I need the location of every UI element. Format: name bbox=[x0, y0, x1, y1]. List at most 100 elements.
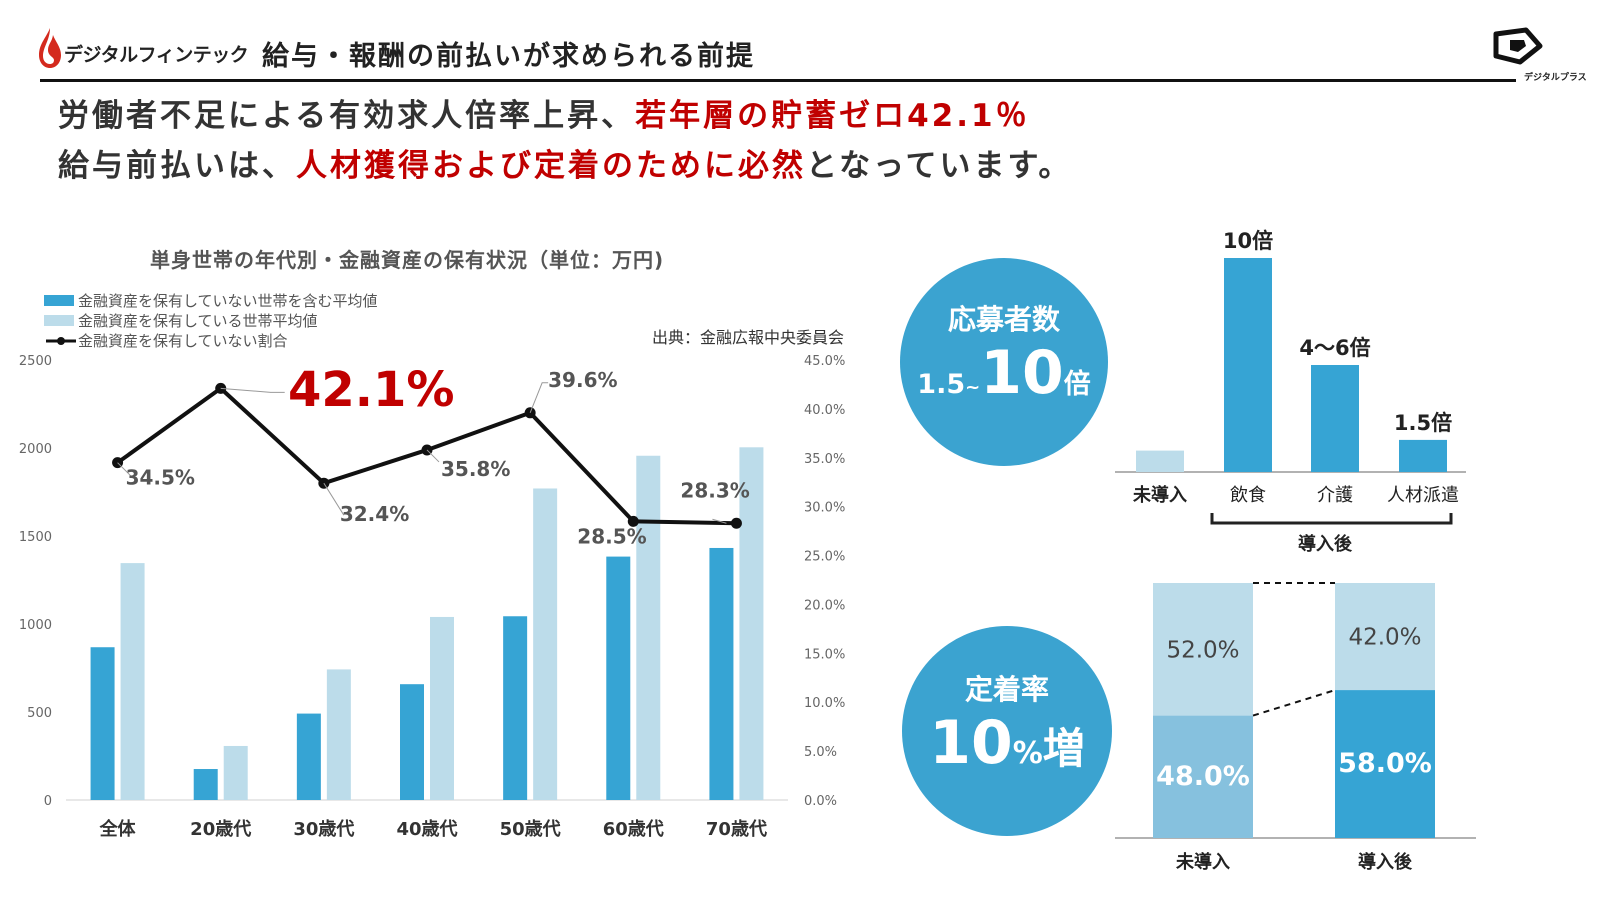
stacked-bar-lower bbox=[1335, 690, 1435, 838]
y-tick-label: 1000 bbox=[19, 618, 52, 633]
x-tick-label: 20歳代 bbox=[190, 819, 251, 840]
bar-mark bbox=[709, 547, 734, 800]
data-label: 28.5% bbox=[577, 524, 646, 548]
bar-mark bbox=[90, 647, 115, 800]
headline-highlight-1: 若年層の貯蓄ゼロ42.1％ bbox=[635, 98, 1030, 134]
brand-logo-icon bbox=[39, 28, 61, 68]
company-logo-icon bbox=[1493, 27, 1543, 65]
data-label: 34.5% bbox=[126, 466, 195, 490]
x-tick-label: 全体 bbox=[99, 818, 137, 840]
data-label: 32.4% bbox=[340, 502, 409, 526]
bar-mark bbox=[223, 745, 248, 800]
stacked-bar-upper bbox=[1153, 583, 1253, 716]
page-title: 給与・報酬の前払いが求められる前提 bbox=[262, 41, 755, 72]
data-label-leader bbox=[323, 482, 345, 516]
data-label-leader bbox=[529, 382, 549, 413]
data-label: 35.8% bbox=[441, 457, 510, 481]
data-label-leader bbox=[117, 462, 132, 478]
legend-item-3: 金融資産を保有していない割合 bbox=[44, 330, 288, 351]
data-label-leader bbox=[220, 387, 285, 393]
y2-tick-label: 40.0% bbox=[804, 403, 845, 418]
bar-mark bbox=[503, 616, 528, 800]
y-tick-label: 2000 bbox=[19, 442, 52, 457]
stacked-bar-upper bbox=[1335, 583, 1435, 691]
y2-tick-label: 30.0% bbox=[804, 501, 845, 516]
x-tick-label: 70歳代 bbox=[706, 819, 767, 840]
y2-tick-label: 15.0% bbox=[804, 647, 845, 662]
header-divider bbox=[40, 79, 1516, 82]
x-tick-label: 飲食 bbox=[1230, 485, 1266, 506]
brand-name: デジタルフィンテック bbox=[64, 44, 249, 66]
data-label: 48.0% bbox=[1156, 761, 1250, 792]
x-tick-label: 60歳代 bbox=[603, 819, 664, 840]
headline-line-1: 労働者不足による有効求人倍率上昇、若年層の貯蓄ゼロ42.1％ bbox=[58, 98, 1030, 134]
bar-mark bbox=[326, 669, 351, 800]
y2-tick-label: 20.0% bbox=[804, 598, 845, 613]
y2-tick-label: 45.0% bbox=[804, 354, 845, 369]
bar-mark bbox=[120, 563, 145, 800]
applicants-label: 応募者数 bbox=[947, 303, 1060, 336]
group-bracket bbox=[1210, 513, 1453, 525]
x-tick-label: 未導入 bbox=[1133, 484, 1187, 506]
line-point bbox=[730, 517, 742, 529]
data-label: 4～6倍 bbox=[1299, 336, 1370, 360]
data-label: 42.0% bbox=[1348, 625, 1421, 651]
x-tick-label: 介護 bbox=[1317, 485, 1353, 506]
bar-mark bbox=[606, 556, 631, 800]
applicants-circle: 応募者数 1.5~10倍 bbox=[900, 258, 1108, 466]
x-tick-label: 人材派遣 bbox=[1387, 485, 1459, 506]
connector-line bbox=[1252, 689, 1336, 717]
data-label-leader bbox=[426, 449, 440, 463]
data-label: 1.5倍 bbox=[1394, 411, 1452, 435]
y2-tick-label: 35.0% bbox=[804, 452, 845, 467]
line-point bbox=[627, 515, 639, 527]
y-tick-label: 500 bbox=[27, 706, 52, 721]
retention-label: 定着率 bbox=[964, 673, 1049, 706]
highlight-data-label: 42.1% bbox=[288, 362, 455, 418]
y2-tick-label: 0.0% bbox=[804, 794, 837, 809]
bar-mark bbox=[430, 616, 454, 800]
data-label-leader bbox=[712, 518, 727, 524]
x-tick-label: 導入後 bbox=[1358, 851, 1413, 873]
headline-highlight-2: 人材獲得および定着のために必然 bbox=[296, 148, 806, 184]
retention-circle: 定着率 10%増 bbox=[902, 626, 1112, 836]
data-label: 39.6% bbox=[548, 368, 617, 392]
bar-mark bbox=[1399, 439, 1447, 472]
retention-value: 10%増 bbox=[929, 708, 1085, 778]
y-tick-label: 1500 bbox=[19, 530, 52, 545]
chart-title: 単身世帯の年代別・金融資産の保有状況（単位：万円) bbox=[150, 248, 665, 272]
bar-mark bbox=[193, 769, 218, 800]
applicants-value: 1.5~10倍 bbox=[917, 338, 1091, 408]
data-label: 52.0% bbox=[1166, 637, 1239, 663]
y2-tick-label: 25.0% bbox=[804, 550, 845, 565]
y2-tick-label: 10.0% bbox=[804, 696, 845, 711]
legend-item-2: 金融資産を保有している世帯平均値 bbox=[44, 310, 318, 331]
main-chart: 0 500 1000 1500 2000 2500 0.0% 5.0% 10.0% 15.0% 20… bbox=[19, 354, 845, 840]
bar-mark bbox=[636, 455, 661, 800]
company-logo-caption: デジタルプラス bbox=[1524, 73, 1587, 83]
bar-mark bbox=[533, 488, 558, 800]
headline-line-2: 給与前払いは、人材獲得および定着のために必然となっています。 bbox=[58, 148, 1073, 184]
data-label: 58.0% bbox=[1338, 748, 1432, 779]
bar-mark bbox=[739, 447, 764, 800]
stacked-bar-lower bbox=[1153, 715, 1253, 838]
bar-mark bbox=[1224, 258, 1272, 472]
legend-item-1: 金融資産を保有していない世帯を含む平均値 bbox=[44, 290, 378, 311]
data-label: 10倍 bbox=[1223, 229, 1273, 253]
data-label: 28.3% bbox=[680, 478, 749, 502]
chart-source: 出典：金融広報中央委員会 bbox=[652, 328, 845, 347]
bar-mark bbox=[296, 713, 321, 800]
x-tick-label: 30歳代 bbox=[293, 819, 354, 840]
y-tick-label: 0 bbox=[44, 794, 52, 809]
x-tick-label: 50歳代 bbox=[500, 819, 561, 840]
y2-tick-label: 5.0% bbox=[804, 745, 837, 760]
y-tick-label: 2500 bbox=[19, 354, 52, 369]
retention-chart: 52.0% 48.0% 未導入 42.0% 58.0% 導入後 bbox=[1115, 582, 1476, 873]
bar-mark bbox=[1311, 365, 1359, 472]
x-tick-label: 40歳代 bbox=[396, 819, 457, 840]
group-label: 導入後 bbox=[1298, 533, 1353, 555]
bar-mark bbox=[1136, 450, 1184, 472]
bar-mark bbox=[400, 684, 424, 800]
x-tick-label: 未導入 bbox=[1176, 851, 1230, 873]
